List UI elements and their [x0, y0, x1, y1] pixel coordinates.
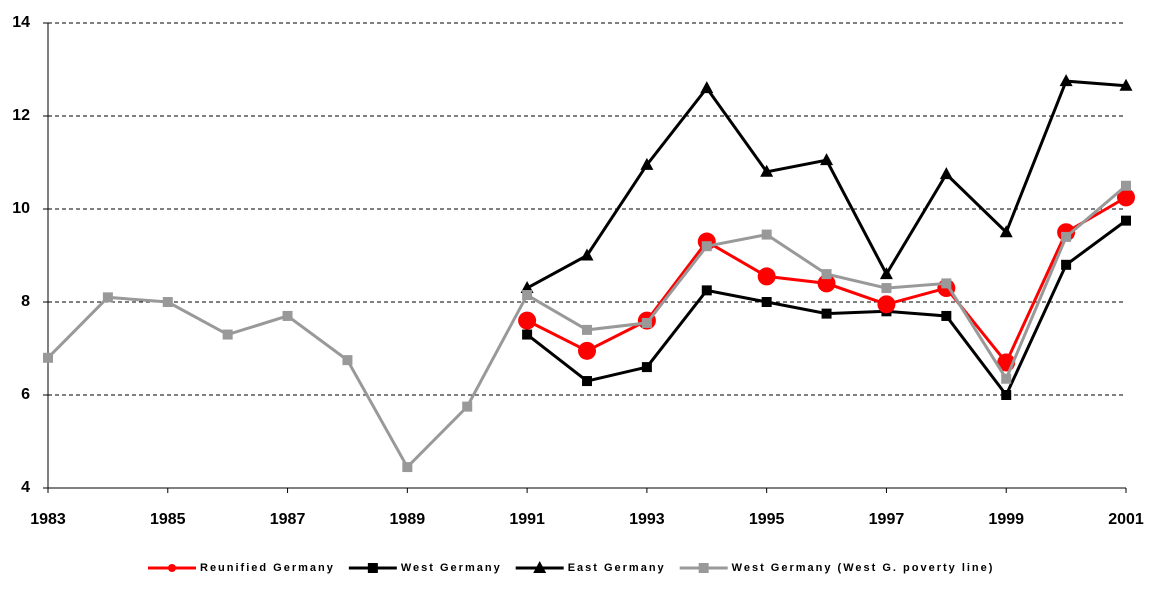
marker — [1061, 259, 1072, 270]
legend-label: West Germany (West G. poverty line) — [732, 562, 995, 574]
y-tick-label: 6 — [21, 386, 30, 403]
marker — [701, 285, 712, 296]
marker — [881, 283, 892, 294]
marker — [582, 376, 592, 387]
legend-label: West Germany — [401, 562, 502, 574]
y-tick-label: 10 — [12, 200, 30, 217]
marker — [640, 157, 654, 170]
marker — [102, 292, 113, 303]
marker — [1119, 78, 1133, 91]
x-tick-label: 1987 — [270, 511, 306, 528]
legend-label: East Germany — [568, 562, 666, 574]
marker — [941, 278, 952, 289]
marker — [1001, 373, 1012, 384]
marker — [522, 290, 533, 301]
marker — [641, 317, 652, 328]
marker — [43, 352, 53, 363]
y-tick-label: 4 — [21, 479, 30, 496]
marker — [533, 561, 547, 573]
x-tick-label: 1983 — [30, 511, 66, 528]
marker — [402, 462, 413, 473]
marker — [582, 324, 592, 335]
marker — [820, 153, 834, 166]
marker — [580, 248, 594, 261]
marker — [518, 311, 537, 330]
legend-item: Reunified Germany — [148, 562, 335, 574]
series-line — [526, 79, 1127, 290]
marker — [701, 241, 712, 252]
x-tick-label: 1995 — [749, 511, 785, 528]
marker — [578, 341, 596, 360]
x-tick-label: 1989 — [390, 511, 426, 528]
marker — [522, 329, 533, 340]
marker — [757, 267, 776, 286]
marker — [821, 269, 832, 280]
y-tick-label: 14 — [12, 14, 30, 31]
marker — [760, 164, 774, 177]
marker — [462, 401, 473, 412]
marker — [1001, 390, 1012, 400]
marker — [700, 81, 714, 94]
marker — [698, 563, 709, 573]
marker — [367, 563, 378, 573]
legend-label: Reunified Germany — [200, 562, 335, 574]
marker — [282, 310, 293, 321]
marker — [1059, 74, 1073, 87]
marker — [941, 310, 952, 321]
marker — [162, 297, 173, 307]
marker — [879, 267, 893, 280]
x-tick-label: 1999 — [988, 511, 1024, 528]
x-tick-label: 1997 — [869, 511, 905, 528]
marker — [641, 362, 652, 373]
marker — [821, 308, 832, 319]
marker — [1121, 215, 1131, 226]
marker — [342, 355, 353, 366]
x-tick-label: 2001 — [1108, 511, 1144, 528]
marker — [222, 329, 233, 340]
marker — [877, 295, 896, 314]
legend-item: West Germany — [348, 562, 502, 574]
marker — [168, 564, 176, 572]
x-tick-label: 1993 — [629, 511, 665, 528]
marker — [1121, 180, 1131, 191]
marker — [1117, 188, 1135, 207]
marker — [939, 167, 953, 180]
y-tick-label: 12 — [12, 107, 30, 124]
legend-item: West Germany (West G. poverty line) — [679, 562, 995, 574]
marker — [761, 297, 772, 307]
x-tick-label: 1991 — [509, 511, 545, 528]
marker — [1061, 231, 1072, 242]
legend-item: East Germany — [515, 561, 666, 574]
x-tick-label: 1985 — [150, 511, 186, 528]
y-tick-label: 8 — [21, 293, 30, 310]
marker — [999, 225, 1013, 238]
marker — [761, 229, 772, 240]
